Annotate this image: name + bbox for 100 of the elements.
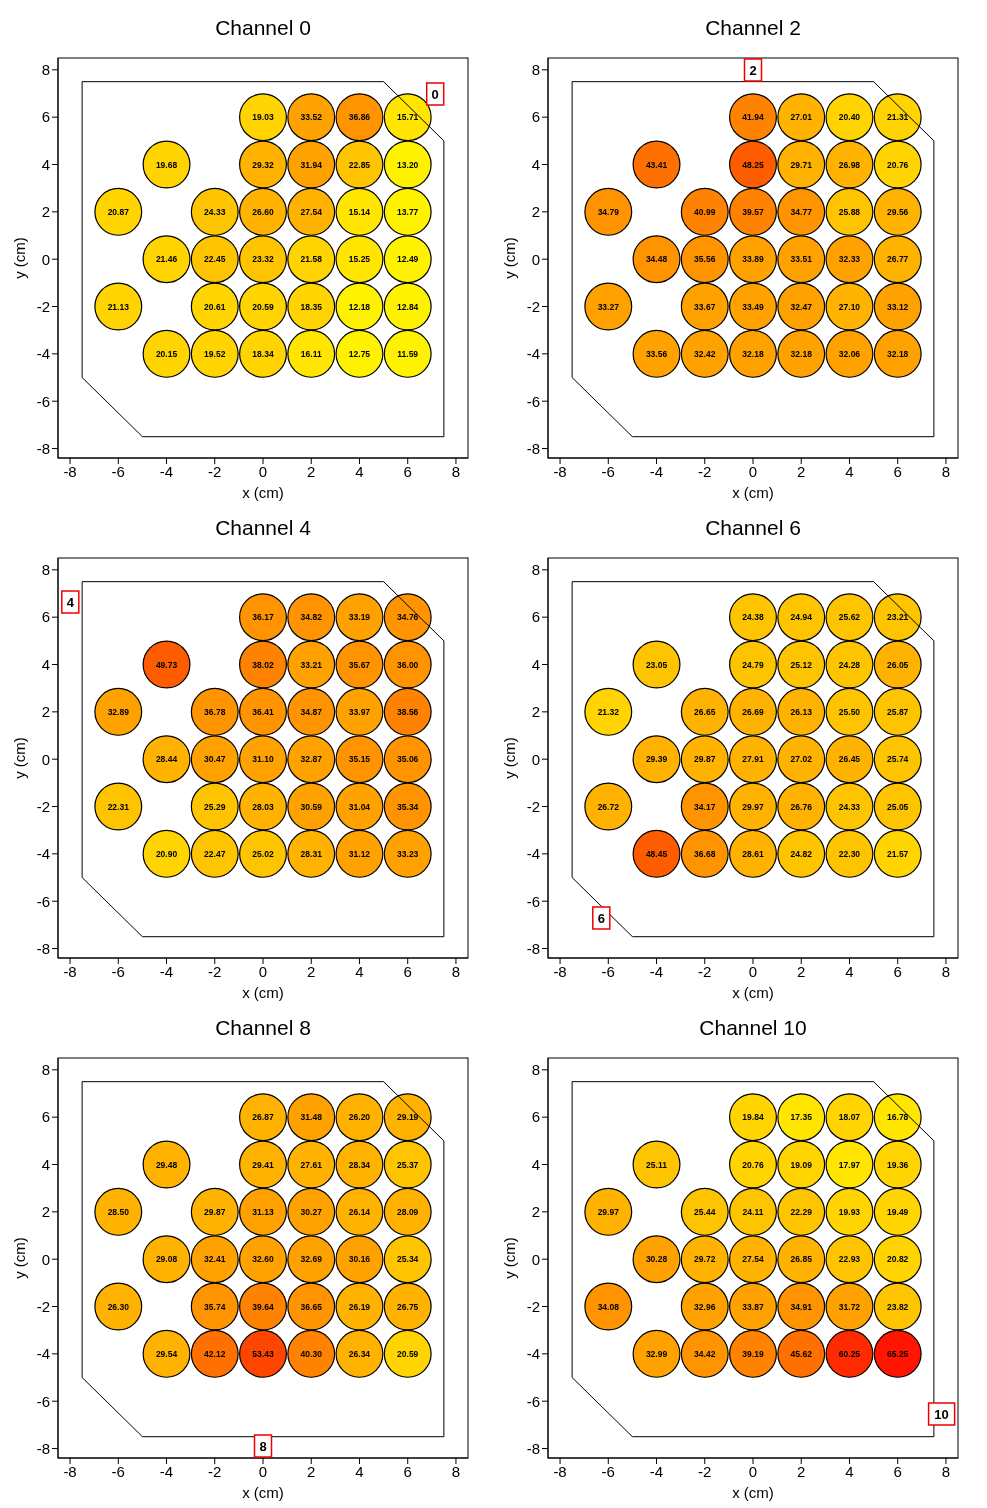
annotation: 13.20: [397, 159, 419, 170]
point: [825, 140, 874, 189]
y-tick-label: 0: [41, 750, 50, 768]
point: [190, 1329, 239, 1378]
point: [729, 140, 777, 189]
annotation: 32.99: [645, 1348, 668, 1359]
point: [729, 329, 777, 378]
annotation: 24.33: [838, 801, 861, 812]
x-tick-label: 4: [355, 962, 364, 980]
annotation: 20.40: [838, 112, 861, 123]
point: [335, 93, 384, 142]
point: [584, 282, 633, 331]
chart-title: Channel 0: [214, 15, 312, 41]
point: [383, 1282, 432, 1331]
annotation: 22.93: [838, 1254, 861, 1265]
point: [287, 187, 336, 236]
x-tick-label: -4: [649, 962, 664, 980]
point: [335, 1140, 384, 1189]
point: [729, 282, 777, 331]
annotation: 26.34: [348, 1348, 371, 1359]
y-tick-label: -4: [526, 845, 540, 863]
annotation: 49.73: [155, 659, 178, 670]
point: [825, 782, 874, 831]
annotation: 36.17: [252, 612, 274, 623]
point: [584, 187, 633, 236]
point: [335, 782, 384, 831]
y-tick-label: 6: [531, 608, 540, 626]
point: [825, 93, 874, 142]
point: [94, 1187, 143, 1236]
point: [777, 782, 826, 831]
y-tick-label: -6: [36, 392, 50, 410]
point: [142, 1140, 191, 1189]
annotation: 32.18: [790, 348, 813, 359]
point: [383, 735, 432, 784]
point: [825, 1187, 874, 1236]
point: [383, 1235, 432, 1284]
y-tick-label: -8: [526, 1439, 540, 1457]
point: [777, 593, 826, 642]
point: [873, 1140, 922, 1189]
annotation: 33.21: [300, 659, 323, 670]
point: [729, 187, 777, 236]
annotation: 22.29: [790, 1206, 813, 1217]
y-tick-label: 6: [531, 108, 540, 126]
annotation: 34.82: [300, 612, 323, 623]
point: [287, 1329, 336, 1378]
annotation: 25.88: [838, 206, 861, 217]
point: [287, 829, 336, 878]
annotation: 15.14: [348, 206, 371, 217]
annotation: 23.82: [887, 1301, 909, 1312]
point: [777, 687, 826, 736]
annotation: 32.60: [252, 1254, 274, 1265]
point: [777, 282, 826, 331]
annotation: 31.12: [348, 848, 371, 859]
point: [729, 829, 777, 878]
annotation: 32.89: [107, 706, 130, 717]
y-tick-label: 8: [531, 1061, 540, 1079]
annotation: 35.74: [204, 1301, 226, 1312]
x-tick-label: -6: [601, 962, 615, 980]
annotation: 20.76: [887, 159, 909, 170]
point: [873, 829, 922, 878]
annotation: 38.56: [397, 706, 419, 717]
point: [190, 687, 239, 736]
annotation: 34.79: [597, 206, 620, 217]
point: [873, 640, 922, 689]
annotation: 48.25: [742, 159, 764, 170]
point: [729, 1282, 777, 1331]
x-tick-label: -8: [63, 1462, 77, 1480]
annotation: 6: [597, 910, 605, 926]
annotation: 20.61: [204, 301, 226, 312]
annotation: 25.50: [838, 706, 861, 717]
annotation: 29.32: [252, 159, 274, 170]
annotation: 31.13: [252, 1206, 274, 1217]
x-tick-label: -8: [553, 1462, 567, 1480]
point: [873, 329, 922, 378]
x-tick-label: 2: [797, 1462, 806, 1480]
x-axis-title: x (cm): [732, 484, 774, 501]
point: [729, 235, 777, 284]
y-tick-label: 8: [41, 61, 50, 79]
point: [729, 782, 777, 831]
annotation: 32.18: [887, 348, 909, 359]
x-tick-label: 0: [258, 1462, 268, 1480]
point: [142, 1329, 191, 1378]
point: [777, 1140, 826, 1189]
point: [190, 187, 239, 236]
point: [335, 282, 384, 331]
y-tick-label: -2: [526, 797, 540, 815]
annotation: 26.85: [790, 1254, 813, 1265]
point: [142, 140, 191, 189]
annotation: 29.97: [597, 1206, 620, 1217]
annotation: 22.47: [204, 848, 226, 859]
point: [584, 782, 633, 831]
x-tick-label: 0: [748, 1462, 758, 1480]
annotation: 25.11: [646, 1159, 668, 1170]
annotation: 32.47: [790, 301, 813, 312]
annotation: 21.57: [887, 848, 909, 859]
annotation: 26.05: [887, 659, 909, 670]
annotation: 31.10: [252, 754, 274, 765]
y-tick-label: -8: [526, 939, 540, 957]
point: [239, 1282, 287, 1331]
y-tick-label: 8: [41, 1061, 50, 1079]
